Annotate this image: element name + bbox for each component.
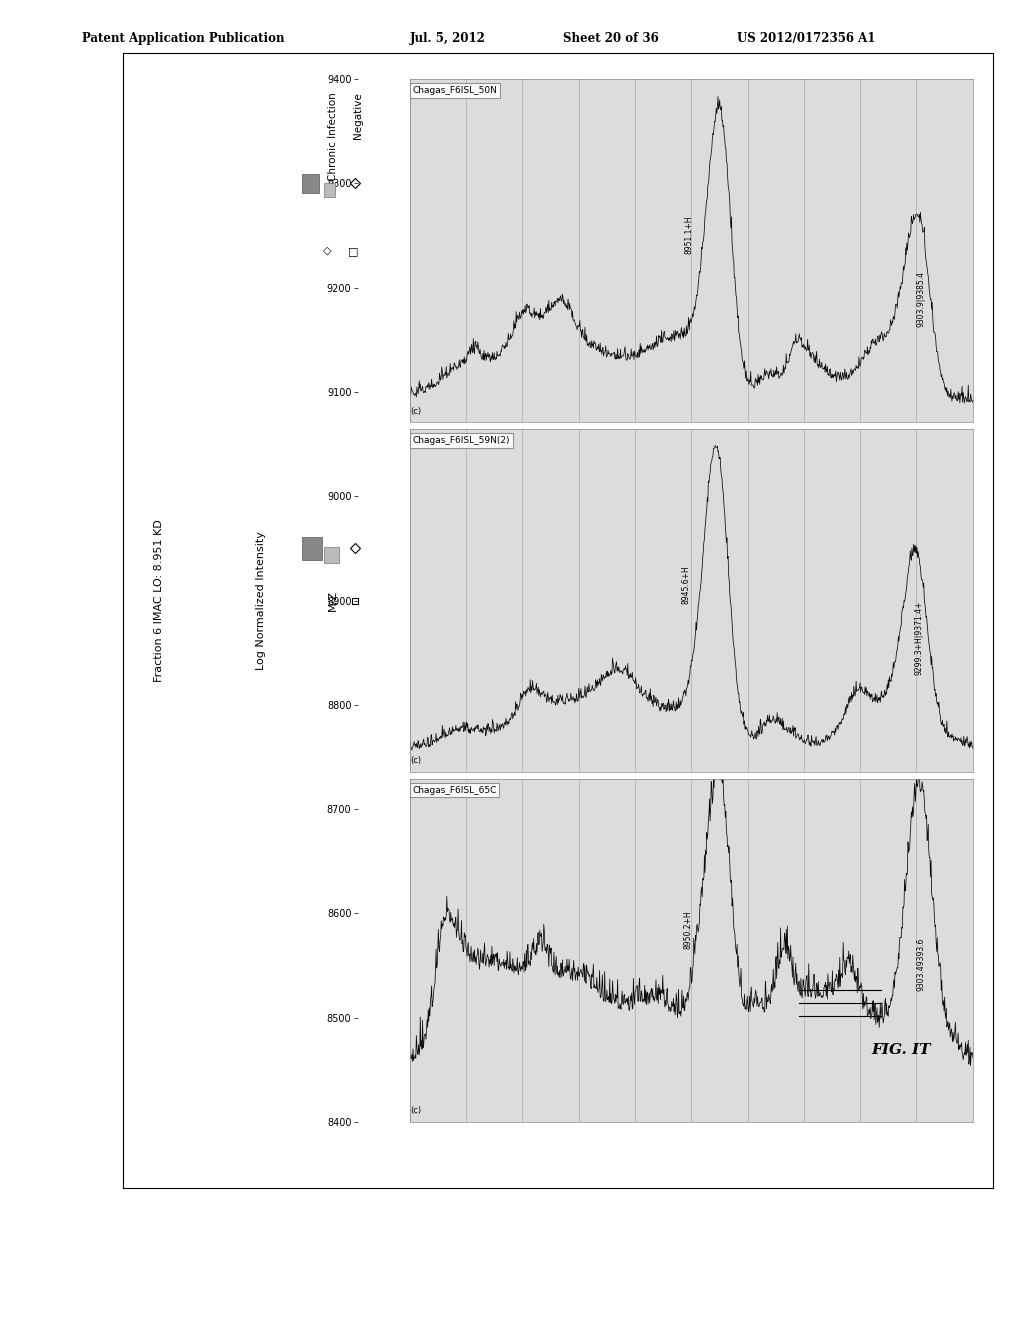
Bar (302, 174, 318, 193)
Text: Patent Application Publication: Patent Application Publication (82, 32, 285, 45)
Text: US 2012/0172356 A1: US 2012/0172356 A1 (737, 32, 876, 45)
Text: Fraction 6 IMAC LO: 8.951 KD: Fraction 6 IMAC LO: 8.951 KD (154, 519, 164, 682)
Text: (c): (c) (411, 756, 422, 766)
Text: Negative: Negative (353, 92, 364, 139)
Text: M/Z: M/Z (328, 590, 338, 611)
Text: Chagas_F6ISL_65C: Chagas_F6ISL_65C (413, 785, 497, 795)
Text: Sheet 20 of 36: Sheet 20 of 36 (563, 32, 659, 45)
Bar (302, 537, 322, 560)
Text: (c): (c) (411, 407, 422, 416)
Text: Chagas_F6ISL_59N(2): Chagas_F6ISL_59N(2) (413, 436, 510, 445)
Text: Log Normalized Intensity: Log Normalized Intensity (256, 531, 266, 671)
Text: 8951.1+H: 8951.1+H (684, 215, 693, 253)
Text: FIG. IT: FIG. IT (871, 1043, 931, 1057)
Text: Chronic Infection: Chronic Infection (328, 92, 338, 181)
Text: Chagas_F6ISL_50N: Chagas_F6ISL_50N (413, 86, 498, 95)
Text: ◇: ◇ (324, 246, 332, 256)
Text: 8945.6+H: 8945.6+H (681, 565, 690, 605)
Text: □: □ (348, 246, 358, 256)
Bar (324, 548, 339, 564)
Text: 9303.9|9385.4: 9303.9|9385.4 (918, 271, 926, 326)
Text: 9299.3+H|9371.4+: 9299.3+H|9371.4+ (914, 601, 924, 676)
Text: (c): (c) (411, 1106, 422, 1115)
Text: 8950.2+H: 8950.2+H (684, 911, 693, 949)
Bar (324, 183, 336, 197)
Text: Jul. 5, 2012: Jul. 5, 2012 (410, 32, 485, 45)
Text: 9303.49393.6: 9303.49393.6 (916, 939, 926, 991)
